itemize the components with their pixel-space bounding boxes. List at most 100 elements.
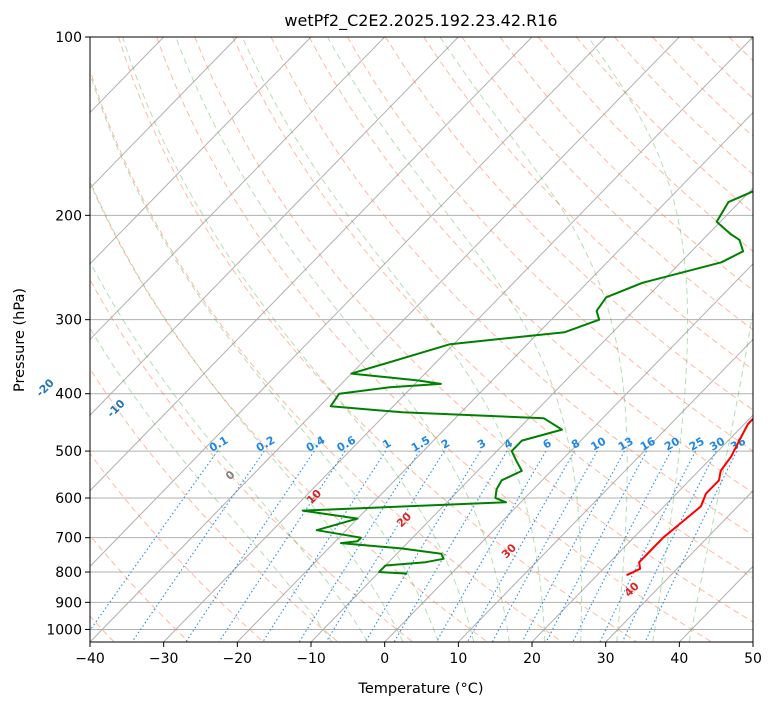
dry-adiabat-line	[156, 37, 712, 642]
x-axis-label: Temperature (°C)	[357, 681, 483, 697]
y-tick-label: 100	[55, 30, 82, 46]
sounding-traces	[301, 190, 753, 577]
dry-adiabat-line	[90, 68, 563, 642]
dry-adiabat-line	[90, 181, 488, 642]
mixing-ratio-line	[644, 450, 738, 642]
x-tick-label: −20	[223, 651, 253, 667]
x-tick-label: 30	[597, 651, 615, 667]
mixing-ratio-line	[521, 450, 625, 642]
isotherm-line	[310, 187, 753, 642]
dry-adiabat-line	[232, 37, 753, 579]
axes: −40 −30 −20 −10 0 10 20 30 40 5010020030040050060…	[46, 30, 762, 667]
isotherm-line	[384, 263, 753, 642]
isotherm-line	[90, 37, 385, 341]
chart-title: wetPf2_C2E2.2025.192.23.42.R16	[284, 11, 557, 31]
y-tick-label: 1000	[46, 622, 82, 638]
mixing-ratio-label: 6	[541, 436, 554, 451]
dry-adiabat-line	[90, 368, 339, 642]
dry-adiabat-line	[537, 37, 753, 252]
mixing-ratio-line	[393, 450, 508, 642]
mixing-ratio-label: 3	[475, 437, 488, 452]
isotherm-line	[90, 37, 606, 568]
isotherm-line	[236, 111, 753, 642]
mixing-ratio-label: 1	[380, 437, 393, 452]
x-tick-label: −40	[75, 651, 105, 667]
y-tick-label: 500	[55, 444, 82, 460]
y-tick-label: 700	[55, 531, 82, 547]
dry-adiabat-label: -20	[34, 376, 57, 399]
x-tick-label: −10	[296, 651, 326, 667]
dry-adiabat-label: 0	[223, 468, 238, 483]
moist-adiabat-line	[327, 37, 582, 642]
dry-adiabat-line	[652, 37, 753, 137]
moist-adiabat-line	[90, 72, 439, 642]
y-tick-label: 300	[55, 313, 82, 329]
mixing-ratio-label: 2	[439, 437, 452, 452]
dewpoint-trace	[301, 190, 753, 575]
dry-adiabat-line	[270, 37, 753, 536]
dry-adiabat-line	[308, 37, 753, 494]
mixing-ratio-line	[572, 450, 672, 642]
isotherm-line	[90, 37, 680, 642]
mixing-ratio-line	[621, 450, 717, 642]
y-tick-label: 400	[55, 387, 82, 403]
moist-adiabat-line	[587, 37, 689, 642]
y-tick-label: 900	[55, 595, 82, 611]
y-axis-label: Pressure (hPa)	[12, 288, 28, 392]
mixing-ratio-line	[218, 450, 346, 642]
mixing-ratio-line	[545, 450, 648, 642]
mixing-ratio-line	[599, 450, 697, 642]
moist-adiabat-line	[688, 37, 753, 642]
y-tick-label: 800	[55, 565, 82, 581]
dry-adiabat-line	[767, 37, 775, 642]
mixing-ratio-line	[491, 450, 598, 642]
mixing-ratio-label: 8	[569, 437, 582, 452]
isotherm-line	[90, 37, 533, 492]
dry-adiabat-line	[346, 37, 753, 452]
isotherm-line	[531, 414, 753, 642]
moist-adiabat-line	[90, 180, 404, 642]
dry-adiabat-label: -10	[104, 397, 127, 420]
x-tick-label: 10	[449, 651, 467, 667]
dry-adiabat-line	[90, 534, 190, 642]
dry-adiabat-line	[90, 452, 264, 642]
x-tick-label: −30	[149, 651, 179, 667]
moist-adiabat-line	[439, 37, 628, 642]
mixing-ratio-line	[435, 450, 547, 642]
y-tick-label: 600	[55, 491, 82, 507]
plot-frame	[89, 36, 754, 643]
isotherm-line	[605, 490, 753, 642]
dry-adiabat-label: 30	[499, 541, 519, 561]
x-tick-label: 20	[523, 651, 541, 667]
dry-adiabat-line	[90, 278, 414, 642]
mixing-ratio-line	[185, 450, 315, 642]
isotherm-line	[752, 641, 753, 642]
x-tick-label: 40	[670, 651, 688, 667]
x-tick-label: 0	[380, 651, 389, 667]
dry-adiabat-line	[423, 37, 753, 371]
moist-adiabat-line	[175, 37, 510, 642]
moist-adiabat-line	[122, 37, 475, 642]
isotherm-line	[90, 37, 238, 189]
x-tick-label: 50	[744, 651, 762, 667]
y-tick-label: 200	[55, 208, 82, 224]
plot-grid	[90, 37, 775, 642]
moist-adiabat-line	[241, 37, 546, 642]
temperature-trace	[626, 417, 753, 577]
isotherm-line	[90, 37, 459, 416]
dry-adiabat-line	[118, 37, 638, 642]
mixing-ratio-line	[325, 450, 445, 642]
dry-adiabat-line	[194, 37, 753, 623]
isotherm-line	[163, 37, 753, 642]
dry-adiabat-line	[728, 37, 753, 62]
isotherm-line	[90, 37, 312, 265]
dry-adiabat-line	[499, 37, 753, 291]
moist-adiabat-line	[90, 261, 369, 642]
mixing-ratio-line	[467, 450, 575, 642]
dry-adiabat-line	[690, 37, 753, 100]
dry-adiabat-label: 40	[622, 579, 642, 599]
mixing-ratio-line	[90, 450, 218, 632]
dry-adiabat-line	[385, 37, 753, 411]
mixing-ratio-line	[131, 450, 265, 642]
